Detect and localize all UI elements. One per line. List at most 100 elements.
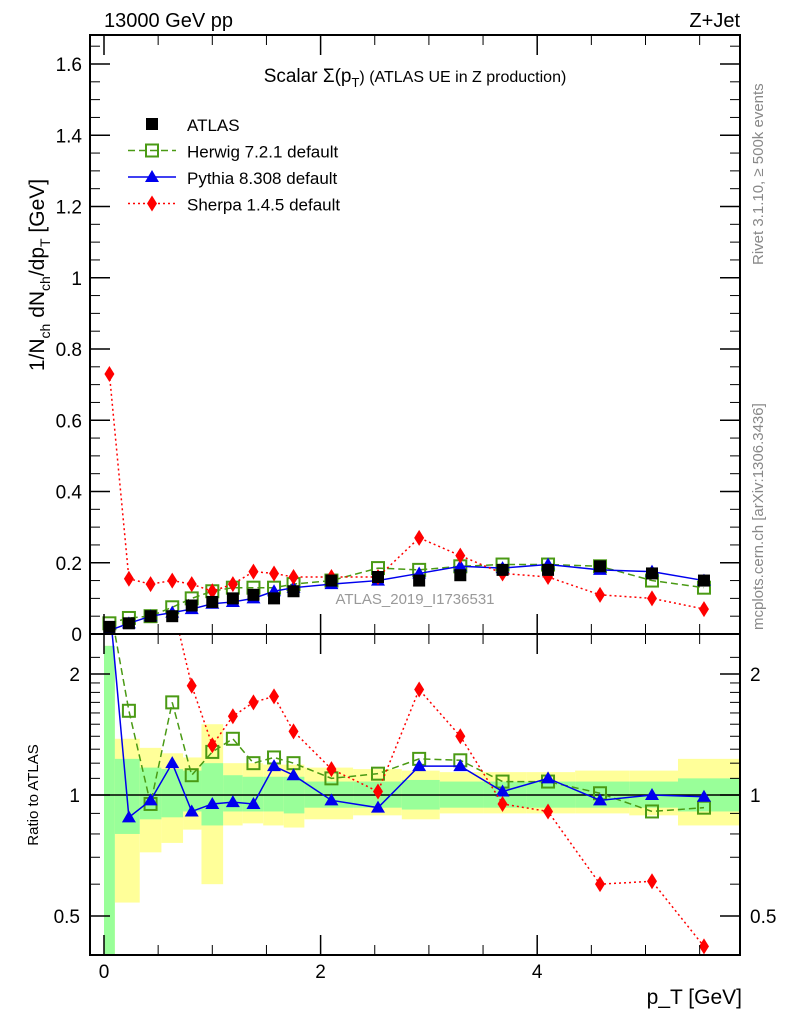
ratio-herwig-point (225, 731, 240, 746)
y-tick-label: 1.6 (56, 55, 82, 76)
main-sherpa-point (123, 570, 134, 587)
ratio-herwig-line (114, 634, 705, 813)
ratio-sherpa-point (698, 938, 709, 955)
ratio-sherpa-point (595, 876, 606, 893)
ratio-herwig-point (370, 766, 385, 781)
ratio-sherpa-point (227, 708, 238, 725)
ratio-herwig-point (246, 756, 261, 771)
ratio-pythia-point (205, 796, 220, 809)
ratio-pythia-point (324, 793, 339, 806)
ratio-sherpa-point (414, 681, 425, 698)
main-atlas-point (268, 592, 281, 605)
ratio-tick-label: 1 (69, 786, 80, 807)
ratio-pythia-point (143, 793, 158, 806)
ratio-sherpa-point (146, 595, 156, 611)
y-axis-label: 1/Nch dNch/dpT [GeV] (26, 179, 53, 371)
ratio-pythia-point (453, 759, 468, 772)
main-sherpa-point (288, 569, 299, 585)
legend-marker (145, 170, 159, 182)
x-tick-label: 2 (315, 962, 326, 983)
legend-label: ATLAS (187, 116, 240, 135)
ratio-sherpa-point (207, 737, 218, 754)
x-tick-label: 4 (532, 962, 543, 983)
ratio-pythia-point (102, 596, 116, 608)
main-pythia-point (453, 559, 468, 572)
main-plot-marks (102, 365, 711, 634)
main-sherpa-point (698, 601, 709, 618)
ratio-tick-label: 2 (69, 665, 80, 686)
legend-marker (145, 143, 159, 158)
y-tick-label: 1.2 (56, 198, 82, 219)
ratio-pythia-point (225, 795, 240, 808)
x-axis-label: p_T [GeV] (647, 986, 742, 1009)
ratio-pythia-point (246, 796, 261, 809)
y-tick-label: 0.4 (56, 483, 83, 504)
mcplots-label: mcplots.cern.ch [arXiv:1306.3436] (750, 403, 767, 630)
main-sherpa-point (414, 529, 425, 546)
y-tick-label: 0.6 (56, 411, 82, 432)
main-atlas-point (185, 599, 198, 612)
main-sherpa-point (269, 565, 280, 582)
legend-label: Sherpa 1.4.5 default (187, 196, 340, 215)
ratio-pythia-point (370, 800, 385, 813)
ratio-pythia-point (412, 759, 427, 772)
main-frame (89, 34, 741, 956)
y-tick-label: 0 (71, 625, 82, 646)
ratio-y-axis-label: Ratio to ATLAS (25, 744, 42, 845)
ratio-sherpa-point (326, 761, 337, 778)
ratio-pythia-point (165, 756, 180, 769)
main-sherpa-point (104, 365, 115, 382)
ratio-sherpa-line (178, 634, 705, 947)
process-label: Z+Jet (689, 10, 740, 32)
main-sherpa-point (227, 576, 238, 593)
ratio-sherpa-point (288, 723, 299, 740)
ratio-herwig-point (184, 768, 199, 783)
main-atlas-point (454, 569, 467, 582)
ratio-tick-label: 0.5 (54, 907, 80, 928)
ratio-sherpa-point (124, 506, 134, 522)
y-tick-label: 1.4 (56, 126, 83, 147)
main-atlas-point (206, 595, 219, 608)
ratio-sherpa-point (646, 873, 657, 890)
ratio-pythia-point (644, 788, 659, 800)
y-tick-label: 0.8 (56, 340, 82, 361)
main-atlas-point (287, 585, 300, 598)
plot-title: Scalar Σ(pT) (ATLAS UE in Z production) (264, 66, 567, 90)
main-sherpa-point (145, 576, 156, 593)
ratio-herwig-point (165, 695, 180, 710)
main-sherpa-point (248, 563, 259, 580)
ratio-herwig-point (103, 597, 115, 609)
ratio-pythia-point (593, 793, 608, 806)
stat-uncertainty-band (263, 776, 284, 812)
main-atlas-point (122, 617, 135, 630)
rivet-label: Rivet 3.1.10, ≥ 500k events (750, 83, 767, 265)
legend-label: Herwig 7.2.1 default (187, 143, 338, 162)
analysis-watermark: ATLAS_2019_I1736531 (335, 591, 494, 608)
x-tick-label: 0 (99, 962, 110, 983)
main-atlas-point (371, 571, 384, 583)
main-sherpa-point (595, 586, 606, 603)
ratio-sherpa-point (372, 783, 383, 800)
y-tick-label: 0.2 (56, 554, 82, 575)
legend: ATLAS Herwig 7.2.1 default Pythia 8.308 de… (128, 116, 340, 215)
ratio-pythia-point (286, 768, 301, 781)
ratio-pythia-point (121, 810, 136, 823)
main-atlas-point (325, 574, 338, 587)
ratio-sherpa-point (269, 688, 280, 705)
ratio-sherpa-point (455, 728, 466, 745)
main-atlas-point (645, 567, 658, 580)
ratio-herwig-point (644, 804, 659, 819)
main-atlas-point (697, 574, 710, 587)
stat-uncertainty-band (161, 769, 184, 818)
legend-marker (147, 195, 157, 212)
ratio-sherpa-point (497, 795, 508, 812)
ratio-pythia-point (696, 789, 711, 802)
main-sherpa-line (108, 373, 705, 610)
main-sherpa-point (207, 583, 218, 600)
stat-uncertainty-band (104, 645, 115, 955)
ratio-uncertainty-bands (104, 645, 740, 955)
main-atlas-point (496, 563, 509, 576)
main-sherpa-point (167, 572, 178, 589)
ratio-sherpa-point (104, 161, 114, 177)
